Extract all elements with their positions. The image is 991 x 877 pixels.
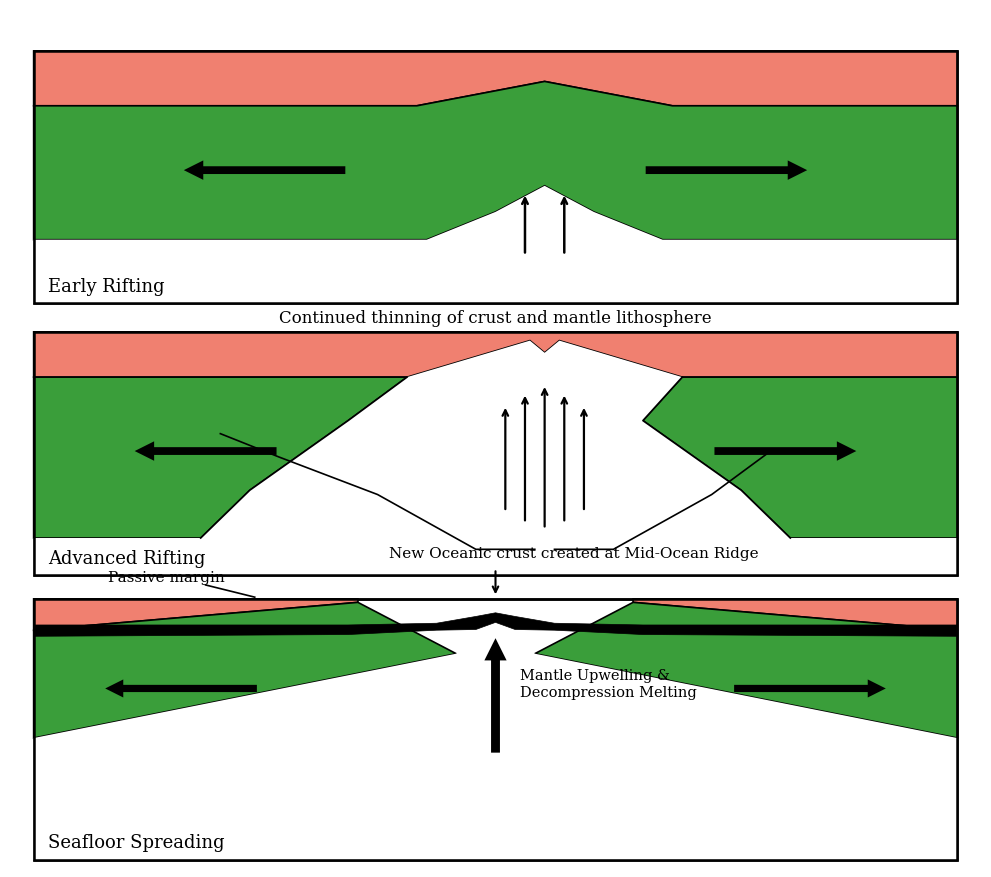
Text: Advanced Rifting: Advanced Rifting xyxy=(49,549,206,567)
Text: New Oceanic crust created at Mid-Ocean Ridge: New Oceanic crust created at Mid-Ocean R… xyxy=(389,546,759,560)
Bar xyxy=(34,52,957,303)
Bar xyxy=(34,332,957,576)
Polygon shape xyxy=(34,82,957,240)
Text: Seafloor Spreading: Seafloor Spreading xyxy=(49,833,225,851)
Polygon shape xyxy=(535,602,957,738)
Text: Mantle Upwelling &
Decompression Melting: Mantle Upwelling & Decompression Melting xyxy=(520,668,697,699)
Polygon shape xyxy=(34,654,957,859)
Polygon shape xyxy=(34,187,957,303)
Bar xyxy=(34,599,957,859)
Polygon shape xyxy=(34,52,957,107)
Polygon shape xyxy=(633,599,957,631)
Polygon shape xyxy=(34,332,957,378)
Polygon shape xyxy=(643,378,957,538)
Bar xyxy=(34,52,957,303)
Text: Continued thinning of crust and mantle lithosphere: Continued thinning of crust and mantle l… xyxy=(279,310,712,327)
Polygon shape xyxy=(34,613,957,637)
Text: Passive margin: Passive margin xyxy=(108,570,225,584)
Polygon shape xyxy=(34,599,358,631)
Bar xyxy=(34,332,957,576)
Polygon shape xyxy=(34,341,957,576)
Polygon shape xyxy=(34,378,407,538)
Text: Early Rifting: Early Rifting xyxy=(49,277,165,296)
Bar xyxy=(34,599,957,859)
Polygon shape xyxy=(34,602,456,738)
